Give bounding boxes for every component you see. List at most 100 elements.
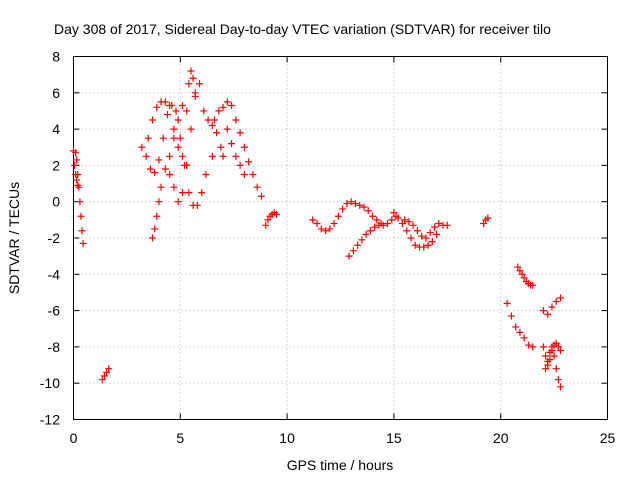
- data-point: [424, 241, 432, 249]
- data-point: [548, 347, 556, 355]
- data-point: [407, 234, 415, 242]
- data-point: [512, 323, 520, 331]
- data-point: [236, 129, 244, 137]
- data-point: [170, 134, 178, 142]
- data-point: [98, 376, 106, 384]
- data-point: [362, 230, 370, 238]
- data-point: [544, 310, 552, 318]
- series-arc-16: [480, 214, 492, 227]
- series-arc-21: [539, 339, 565, 369]
- series-arc-13: [345, 212, 400, 260]
- data-point: [426, 229, 434, 237]
- data-point: [313, 219, 321, 227]
- data-point: [262, 221, 270, 229]
- series-arc-8: [185, 67, 199, 97]
- series-arc-4: [138, 102, 216, 209]
- y-tick-label: -8: [48, 339, 61, 355]
- data-point: [75, 183, 83, 191]
- data-point: [330, 219, 338, 227]
- data-point: [157, 183, 165, 191]
- data-point: [428, 238, 436, 246]
- data-point: [178, 189, 186, 197]
- data-point: [326, 225, 334, 233]
- series-arc-6: [149, 102, 191, 242]
- series-arc-5: [144, 98, 191, 169]
- data-point: [418, 232, 426, 240]
- chart-title: Day 308 of 2017, Sidereal Day-to-day VTE…: [54, 21, 551, 37]
- data-point: [200, 107, 208, 115]
- data-point: [189, 74, 197, 82]
- data-point: [77, 212, 85, 220]
- data-point: [166, 102, 174, 110]
- data-point: [163, 111, 171, 119]
- x-tick-label: 5: [176, 430, 184, 446]
- data-point: [552, 365, 560, 373]
- data-point: [74, 181, 82, 189]
- data-point: [394, 214, 402, 222]
- data-point: [373, 216, 381, 224]
- series-arc-1: [70, 147, 87, 247]
- data-point: [208, 121, 216, 129]
- data-point: [420, 243, 428, 251]
- data-point: [514, 263, 522, 271]
- series-arc-11: [262, 209, 280, 229]
- data-point: [170, 183, 178, 191]
- data-point: [191, 89, 199, 97]
- x-tick-label: 20: [493, 430, 509, 446]
- series-arc-12: [309, 198, 385, 235]
- data-point: [236, 161, 244, 169]
- data-point: [548, 303, 556, 311]
- data-point: [317, 225, 325, 233]
- series-arc-9: [210, 98, 265, 200]
- data-point: [554, 376, 562, 384]
- series-arc-2: [71, 161, 82, 189]
- data-point: [347, 198, 355, 206]
- series-arc-10: [223, 125, 248, 178]
- data-point: [257, 192, 265, 200]
- y-tick-label: -4: [48, 266, 61, 282]
- data-point: [138, 143, 146, 151]
- data-point: [210, 116, 218, 124]
- y-axis-label: SDTVAR / TECUs: [6, 182, 22, 294]
- axis-ticks: 0 5 10 15 20 25 -12 -10 -8 -6 -4 -2 0 2 4 6 8: [40, 49, 616, 447]
- data-point: [161, 98, 169, 106]
- data-point: [520, 334, 528, 342]
- data-point: [366, 227, 374, 235]
- data-point: [149, 116, 157, 124]
- data-point: [360, 203, 368, 211]
- data-point: [529, 343, 537, 351]
- data-point: [507, 312, 515, 320]
- data-point: [539, 343, 547, 351]
- data-point: [518, 270, 526, 278]
- data-point: [72, 170, 80, 178]
- data-point: [398, 219, 406, 227]
- data-point: [105, 365, 113, 373]
- data-point: [403, 227, 411, 235]
- series-arc-3: [98, 365, 113, 384]
- data-point: [174, 143, 182, 151]
- data-point: [183, 161, 191, 169]
- data-point: [149, 234, 157, 242]
- data-point: [187, 125, 195, 133]
- data-point: [443, 221, 451, 229]
- data-point: [240, 170, 248, 178]
- data-point: [435, 219, 443, 227]
- data-point: [73, 156, 81, 164]
- data-point: [411, 241, 419, 249]
- data-points: [70, 67, 565, 391]
- data-point: [550, 352, 558, 360]
- grid: [73, 56, 608, 420]
- data-point: [166, 170, 174, 178]
- data-point: [79, 239, 87, 247]
- data-point: [183, 107, 191, 115]
- x-tick-label: 15: [386, 430, 402, 446]
- data-point: [272, 210, 280, 218]
- data-point: [142, 152, 150, 160]
- data-point: [245, 158, 253, 166]
- data-point: [185, 80, 193, 88]
- data-point: [264, 216, 272, 224]
- data-point: [339, 205, 347, 213]
- data-point: [484, 214, 492, 222]
- data-point: [151, 169, 159, 177]
